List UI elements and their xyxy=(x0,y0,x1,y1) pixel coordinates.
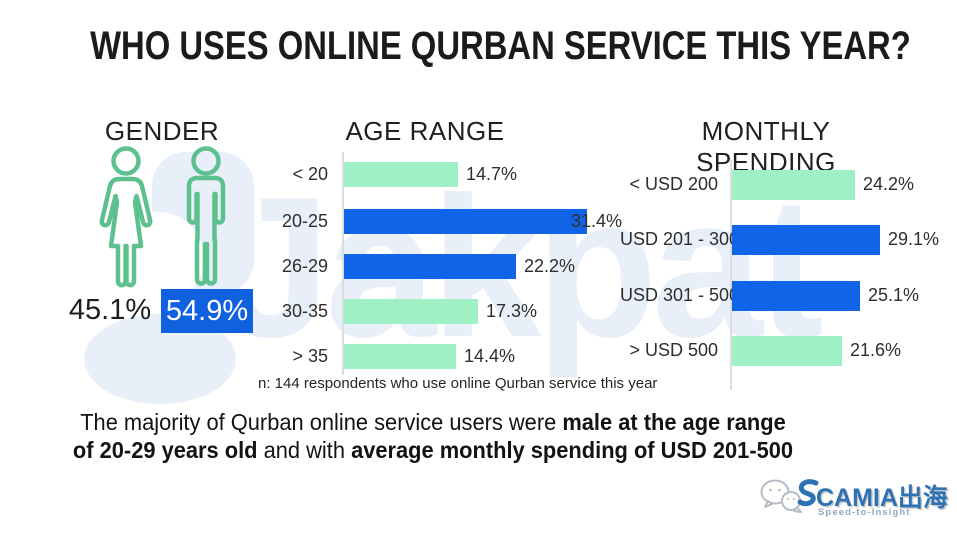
monthly-spending-chart: < USD 200 24.2% USD 201 - 300 29.1% USD 301 … xyxy=(620,148,957,400)
monthly-spending-heading: MONTHLY SPENDING xyxy=(696,116,836,177)
summary-segment: average monthly spending of USD 201-500 xyxy=(351,437,794,463)
page-title: WHO USES ONLINE QURBAN SERVICE THIS YEAR… xyxy=(90,24,911,68)
age-axis-line xyxy=(342,152,344,375)
summary-segment: The majority of Qurban online service us… xyxy=(80,409,563,435)
spending-category-label: USD 201 - 300 xyxy=(620,229,740,249)
brand-name: CAMIA出海 xyxy=(816,484,948,512)
age-category-label: > 35 xyxy=(292,345,328,366)
spending-bar xyxy=(732,170,855,200)
age-bar xyxy=(344,344,456,369)
age-value-label: 22.2% xyxy=(524,255,576,276)
female-icon xyxy=(99,146,153,288)
sample-size-note: n: 144 respondents who use online Qurban… xyxy=(258,375,658,392)
spending-bar xyxy=(732,336,842,366)
age-bar xyxy=(344,162,458,187)
age-value-label: 17.3% xyxy=(486,300,538,321)
camia-logo-mark-icon xyxy=(797,479,819,507)
gender-heading: GENDER xyxy=(104,116,220,146)
spending-value-label: 29.1% xyxy=(888,229,940,249)
chat-bubbles-icon xyxy=(760,479,802,513)
age-value-label: 14.4% xyxy=(464,345,516,366)
male-icon xyxy=(186,146,226,286)
spending-category-label: < USD 200 xyxy=(629,174,718,194)
age-range-chart: < 20 14.7% 20-25 31.4% 26-29 22.2% 30-35 17.3% >… xyxy=(255,150,655,396)
spending-bar xyxy=(732,281,860,311)
age-value-label: 31.4% xyxy=(571,210,623,231)
summary-segment: and with xyxy=(257,437,352,463)
age-category-label: < 20 xyxy=(292,163,328,184)
age-category-label: 26-29 xyxy=(281,255,328,276)
age-bar xyxy=(344,299,478,324)
footer-logo: CAMIA出海 Speed-to-Insight xyxy=(760,476,955,534)
spending-value-label: 25.1% xyxy=(868,285,920,305)
spending-bar xyxy=(732,225,880,255)
age-bar xyxy=(344,209,587,234)
jakpat-watermark-text: Jakpat xyxy=(220,156,824,379)
age-category-label: 20-25 xyxy=(281,210,328,231)
spending-category-label: USD 301 - 500 xyxy=(620,285,740,305)
spending-axis-line xyxy=(730,160,732,390)
age-range-heading: AGE RANGE xyxy=(345,116,505,146)
age-category-label: 30-35 xyxy=(281,300,328,321)
summary-segment: male at the age range of 20-29 years old xyxy=(72,409,786,463)
spending-value-label: 24.2% xyxy=(863,174,915,194)
male-percentage-badge: 54.9% xyxy=(161,289,253,333)
age-bar xyxy=(344,254,516,279)
summary-text: The majority of Qurban online service us… xyxy=(69,408,797,464)
gender-icons xyxy=(99,146,226,288)
spending-category-label: > USD 500 xyxy=(629,340,718,360)
female-percentage: 45.1% xyxy=(68,294,152,326)
spending-value-label: 21.6% xyxy=(850,340,902,360)
brand-tagline: Speed-to-Insight xyxy=(818,507,911,518)
age-value-label: 14.7% xyxy=(466,163,518,184)
